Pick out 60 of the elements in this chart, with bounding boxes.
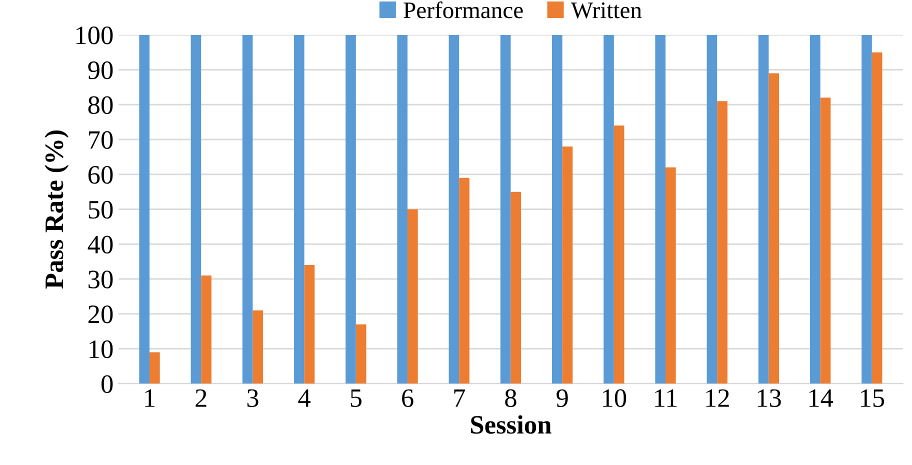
x-tick-label: 5 (350, 390, 362, 408)
bar (614, 126, 624, 384)
bar (768, 73, 780, 384)
x-tick-label: 6 (402, 389, 414, 408)
bar (242, 34, 253, 384)
x-tick-label: 9 (556, 389, 568, 408)
bar (810, 34, 820, 384)
legend-label: Performance (404, 1, 523, 18)
y-tick-label: 0 (102, 375, 113, 394)
bar (510, 192, 522, 384)
bar (304, 265, 315, 384)
y-tick-label: 40 (88, 236, 113, 254)
bar (397, 34, 408, 384)
bar (562, 146, 573, 384)
x-tick-label: 12 (706, 389, 729, 407)
y-tick-label: 70 (89, 131, 113, 149)
x-tick-label: 2 (196, 389, 206, 407)
bar (448, 34, 460, 384)
bar (655, 34, 666, 384)
x-tick-label: 7 (454, 390, 465, 407)
x-tick-label: 1 (145, 389, 155, 407)
x-axis-title: Session (471, 415, 552, 434)
y-tick-label: 80 (88, 96, 113, 114)
x-tick-label: 15 (861, 389, 884, 408)
bar (820, 98, 831, 384)
bar (717, 101, 728, 384)
bar (201, 276, 212, 384)
bar (252, 310, 264, 384)
bar (356, 324, 366, 384)
bar (139, 34, 150, 384)
bar (666, 167, 676, 384)
legend-label: Written (570, 2, 642, 18)
bar (706, 34, 718, 384)
y-tick-label: 90 (88, 61, 113, 80)
bar (862, 34, 872, 384)
bar (872, 52, 882, 384)
y-tick-label: 50 (88, 200, 113, 219)
bar (604, 34, 614, 384)
bar (190, 34, 202, 384)
x-tick-label: 10 (603, 389, 626, 408)
y-tick-label: 30 (88, 270, 113, 288)
bar (758, 34, 769, 384)
x-tick-label: 11 (655, 389, 677, 407)
x-tick-label: 13 (758, 389, 781, 408)
y-tick-label: 10 (90, 340, 113, 358)
y-tick-label: 60 (88, 166, 113, 184)
y-axis-title: Pass Rate (%) (44, 130, 69, 289)
x-tick-label: 8 (505, 389, 516, 408)
y-tick-label: 100 (76, 26, 113, 44)
bar (150, 352, 160, 384)
bar (294, 34, 304, 384)
bar (408, 209, 418, 384)
bar (346, 34, 356, 384)
bar (500, 34, 511, 384)
y-tick-label: 20 (88, 305, 113, 324)
bar (459, 178, 470, 384)
x-tick-label: 4 (298, 389, 311, 407)
x-tick-label: 3 (247, 389, 258, 408)
x-tick-label: 14 (809, 389, 834, 407)
bar (552, 34, 562, 384)
